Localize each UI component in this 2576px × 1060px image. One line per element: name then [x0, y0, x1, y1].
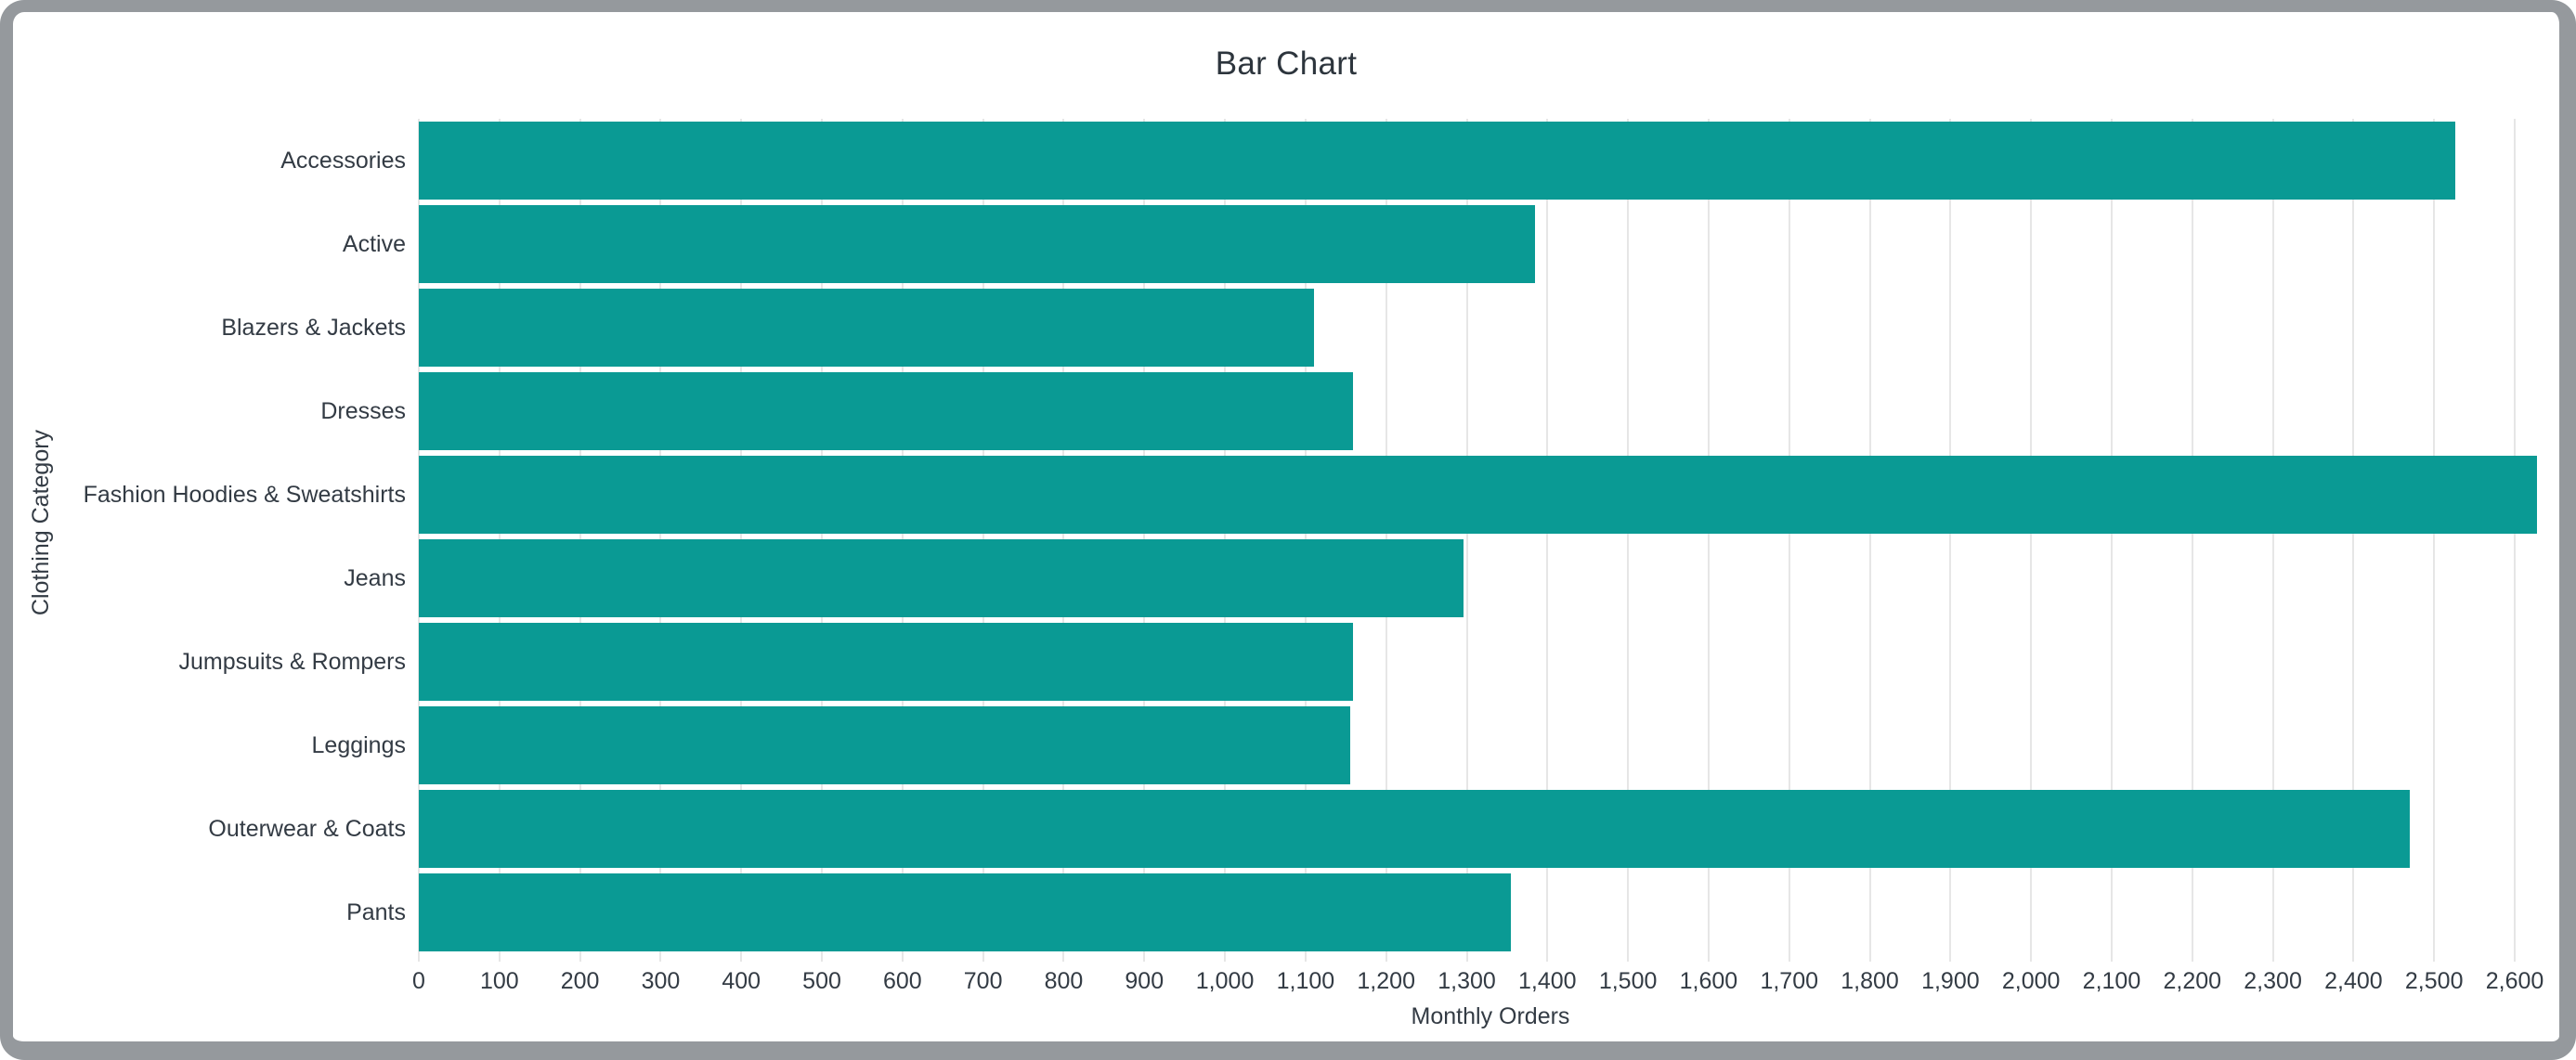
gridline-x-2600 — [2514, 119, 2516, 962]
x-tick-label-600: 600 — [882, 968, 922, 994]
x-tick-label-2000: 2,000 — [2001, 968, 2061, 994]
bar-fashion-hoodies-sweatshirts[interactable] — [419, 456, 2538, 534]
x-tick-label-1700: 1,700 — [1760, 968, 1818, 994]
bar-jeans[interactable] — [419, 539, 1464, 617]
bar-outerwear-coats[interactable] — [419, 790, 2411, 868]
x-tick-label-700: 700 — [963, 968, 1003, 994]
x-tick-label-400: 400 — [722, 968, 761, 994]
x-tick-label-800: 800 — [1044, 968, 1084, 994]
bar-dresses[interactable] — [419, 372, 1354, 450]
y-label-outerwear-coats: Outerwear & Coats — [208, 815, 406, 842]
x-tick-label-1100: 1,100 — [1276, 968, 1335, 994]
y-axis-labels: Accessories Active Blazers & Jackets Dresse… — [13, 119, 406, 954]
x-tick-label-1900: 1,900 — [1921, 968, 1980, 994]
gridline-x-2000 — [2030, 119, 2033, 962]
x-axis-title: Monthly Orders — [1411, 1003, 1570, 1029]
y-label-pants: Pants — [346, 898, 406, 925]
y-label-blazers-jackets: Blazers & Jackets — [221, 314, 406, 341]
bar-accessories[interactable] — [419, 122, 2455, 200]
gridline-x-1300 — [1465, 119, 1468, 962]
x-tick-label-1500: 1,500 — [1598, 968, 1658, 994]
x-tick-label-2500: 2,500 — [2404, 968, 2464, 994]
gridline-x-1800 — [1868, 119, 1871, 962]
gridline-x-2100 — [2110, 119, 2113, 962]
x-tick-label-1400: 1,400 — [1518, 968, 1577, 994]
x-tick-label-2200: 2,200 — [2163, 968, 2222, 994]
gridline-x-2400 — [2352, 119, 2355, 962]
gridline-x-1600 — [1707, 119, 1710, 962]
y-label-fashion-hoodies-sweatshirts: Fashion Hoodies & Sweatshirts — [83, 481, 406, 508]
gridline-x-2500 — [2433, 119, 2436, 962]
bar-active[interactable] — [419, 205, 1536, 283]
plot-area — [418, 119, 2559, 962]
x-tick-label-1300: 1,300 — [1438, 968, 1496, 994]
bar-pants[interactable] — [419, 873, 1512, 951]
x-tick-label-1000: 1,000 — [1195, 968, 1255, 994]
x-tick-label-2600: 2,600 — [2485, 968, 2544, 994]
bar-jumpsuits-rompers[interactable] — [419, 623, 1354, 701]
bar-leggings[interactable] — [419, 706, 1351, 784]
gridline-x-1900 — [1949, 119, 1952, 962]
chart-title: Bar Chart — [1215, 45, 1358, 82]
gridline-x-1500 — [1627, 119, 1630, 962]
gridline-x-2300 — [2271, 119, 2274, 962]
bar-blazers-jackets[interactable] — [419, 289, 1314, 367]
x-tick-label-1200: 1,200 — [1357, 968, 1415, 994]
x-tick-label-1800: 1,800 — [1841, 968, 1899, 994]
y-label-leggings: Leggings — [311, 731, 406, 758]
y-label-accessories: Accessories — [280, 147, 406, 174]
y-label-jumpsuits-rompers: Jumpsuits & Rompers — [178, 648, 406, 675]
gridline-x-2200 — [2191, 119, 2193, 962]
x-tick-label-2400: 2,400 — [2324, 968, 2383, 994]
x-tick-label-900: 900 — [1125, 968, 1164, 994]
gridline-x-1400 — [1546, 119, 1549, 962]
x-tick-label-2100: 2,100 — [2082, 968, 2141, 994]
x-tick-label-2300: 2,300 — [2244, 968, 2302, 994]
gridline-x-1700 — [1788, 119, 1790, 962]
x-tick-label-0: 0 — [412, 968, 425, 994]
x-tick-label-100: 100 — [479, 968, 519, 994]
x-tick-label-300: 300 — [641, 968, 681, 994]
y-label-jeans: Jeans — [344, 564, 406, 591]
x-tick-label-200: 200 — [560, 968, 600, 994]
x-tick-label-500: 500 — [802, 968, 841, 994]
y-label-dresses: Dresses — [320, 397, 406, 424]
x-tick-label-1600: 1,600 — [1679, 968, 1738, 994]
y-label-active: Active — [342, 230, 406, 257]
